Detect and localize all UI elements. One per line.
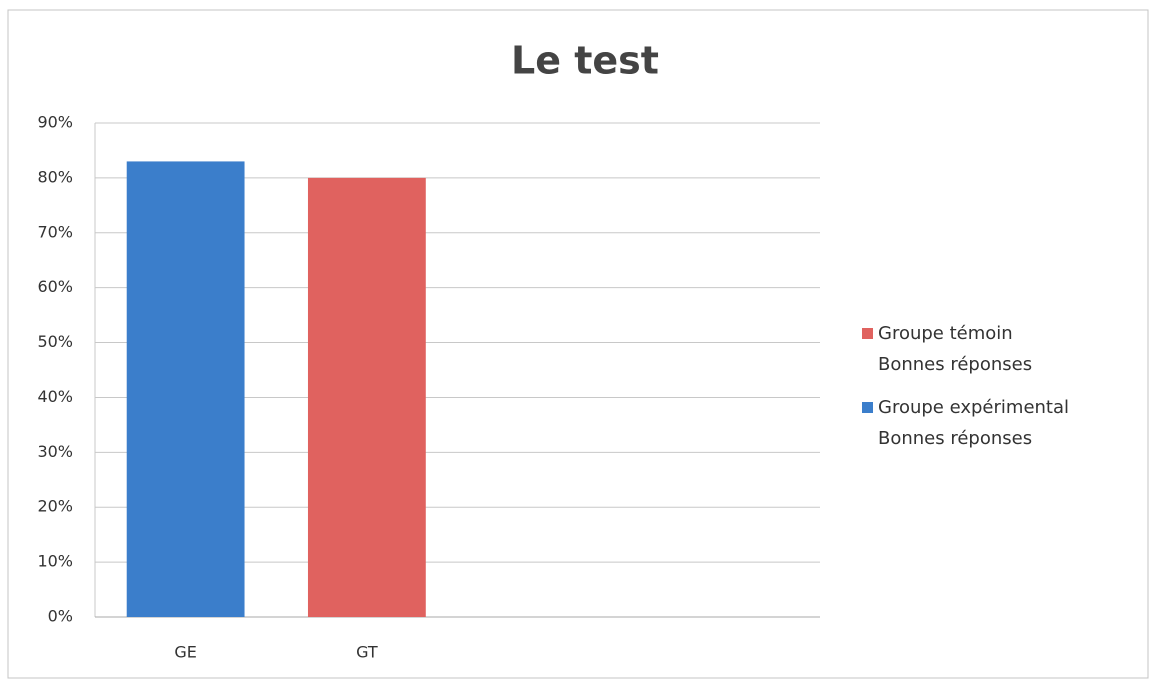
bar bbox=[307, 177, 426, 617]
y-tick-label: 50% bbox=[37, 332, 73, 351]
legend-swatch bbox=[862, 328, 873, 339]
legend-swatch bbox=[862, 402, 873, 413]
y-tick-label: 10% bbox=[37, 552, 73, 571]
y-tick-label: 70% bbox=[37, 222, 73, 241]
legend-item: Groupe témoin Bonnes réponses bbox=[862, 318, 1069, 380]
y-tick-label: 60% bbox=[37, 277, 73, 296]
y-tick-label: 80% bbox=[37, 167, 73, 186]
bar bbox=[126, 161, 245, 617]
legend: Groupe témoin Bonnes réponses Groupe expé… bbox=[862, 318, 1069, 466]
y-tick-label: 30% bbox=[37, 442, 73, 461]
y-tick-label: 20% bbox=[37, 497, 73, 516]
legend-label: Groupe expérimental Bonnes réponses bbox=[878, 397, 1070, 449]
x-tick-label: GE bbox=[174, 643, 197, 662]
x-tick-label: GT bbox=[356, 643, 378, 662]
y-tick-label: 90% bbox=[37, 113, 73, 132]
y-tick-label: 0% bbox=[48, 607, 73, 626]
y-tick-label: 40% bbox=[37, 387, 73, 406]
legend-label: Groupe témoin Bonnes réponses bbox=[878, 323, 1033, 375]
legend-item: Groupe expérimental Bonnes réponses bbox=[862, 392, 1069, 454]
chart-title: Le test bbox=[511, 39, 659, 83]
